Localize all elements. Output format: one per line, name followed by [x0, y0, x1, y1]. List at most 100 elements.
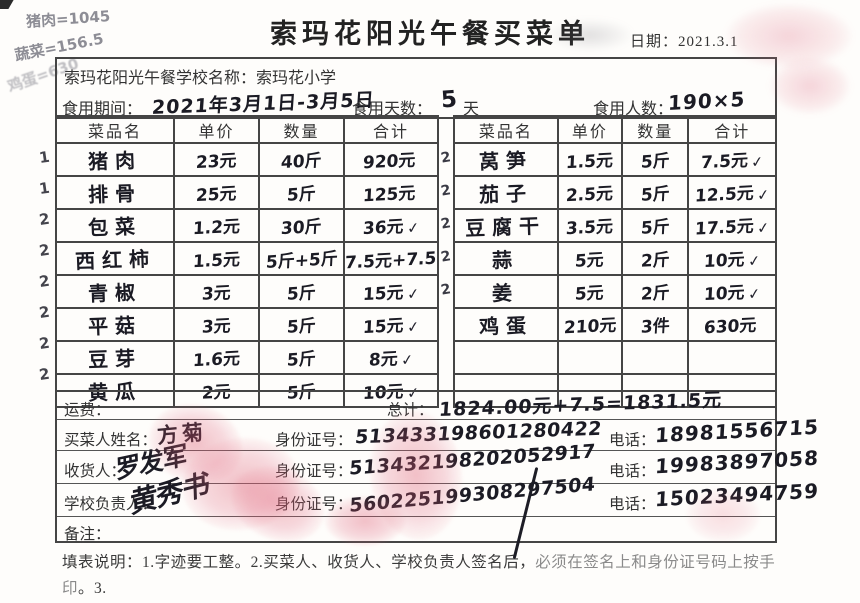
table-row: 2 姜 5元 2斤 10元 ✓ — [440, 274, 777, 309]
right-dish-table: 菜品名 单价 数量 合计 2 莴笋 1.5元 5斤 7.5元 ✓ 2 茄子 2.5元 … — [440, 115, 777, 408]
dish-price: 1.6元 — [192, 348, 241, 372]
dish-price: 210元 — [562, 315, 617, 339]
dish-qty: 3件 — [640, 316, 671, 338]
margin-mark: 1 — [37, 147, 51, 167]
receiver-label: 收货人： — [64, 463, 127, 480]
margin-mark: 1 — [37, 178, 51, 198]
dish-qty: 5斤+5斤 — [264, 249, 338, 273]
dish-price: 25元 — [195, 183, 238, 207]
table-row: 青椒 3元 5斤 15元 ✓ — [55, 274, 439, 309]
freight-label: 运费： — [64, 402, 111, 419]
dish-price: 3.5元 — [565, 216, 614, 240]
dish-total: 10元 — [703, 249, 746, 273]
dish-qty: 5斤 — [286, 349, 317, 371]
dish-name: 排骨 — [87, 181, 143, 207]
left-dish-table: 菜品名 单价 数量 合计 猪肉 23元 40斤 920元 排骨 25元 5斤 1… — [55, 115, 439, 408]
dish-total: 630元 — [703, 315, 758, 339]
col-total: 合计 — [343, 115, 439, 144]
people-label: 食用人数： — [593, 101, 674, 118]
dish-qty: 5斤 — [286, 316, 317, 338]
table-row: 鸡蛋 210元 3件 630元 — [453, 307, 777, 342]
dish-qty: 5斤 — [640, 217, 671, 239]
fill-instructions: 填表说明：1.字迹要工整。2.买菜人、收货人、学校负责人签名后，必须在签名上和身… — [62, 550, 802, 603]
dish-price: 23元 — [195, 150, 238, 174]
dish-name: 茄子 — [478, 181, 534, 207]
principal-id-label: 身份证号： — [275, 496, 353, 513]
dish-name: 青椒 — [87, 280, 143, 306]
dish-qty: 5斤 — [640, 151, 671, 173]
margin-mark: 2 — [439, 248, 453, 266]
left-margin-marks: 1 1 2 2 2 2 2 2 — [37, 147, 54, 396]
dish-name: 豆腐干 — [464, 213, 547, 241]
dish-qty: 5斤 — [286, 184, 317, 206]
dish-qty: 5斤 — [640, 184, 671, 206]
date-line: 日期：2021.3.1 — [630, 30, 739, 51]
margin-mark: 2 — [37, 209, 51, 229]
receiver-phone-label: 电话： — [609, 463, 656, 480]
dish-total: 15元 — [362, 282, 404, 306]
principal-label: 学校负责人： — [64, 496, 158, 513]
buyer-id-label: 身份证号： — [275, 432, 353, 449]
dish-price: 2.5元 — [565, 183, 614, 207]
margin-mark: 2 — [37, 333, 51, 353]
principal-phone-handwritten: 15023494759 — [654, 478, 820, 512]
instructions-line1: 填表说明：1.字迹要工整。2.买菜人、收货人、学校负责人签名后，必须在签名上和身… — [62, 550, 802, 602]
school-name-row: 索玛花阳光午餐学校名称：索玛花小学 — [57, 59, 775, 88]
principal-phone-label: 电话： — [609, 496, 656, 513]
table-header-row: 菜品名 单价 数量 合计 — [453, 115, 777, 144]
table-row-empty — [453, 340, 777, 375]
col-dish-name: 菜品名 — [55, 115, 175, 144]
col-quantity: 数量 — [621, 115, 690, 144]
margin-mark: 2 — [439, 182, 453, 200]
school-name-value: 索玛花小学 — [256, 70, 337, 87]
col-total: 合计 — [687, 115, 777, 144]
dish-total: 12.5元 — [694, 183, 755, 207]
dish-name: 包菜 — [87, 214, 143, 240]
notes-row: 备注： — [57, 516, 775, 543]
receiver-row: 收货人： 罗发军 身份证号： 513432198202052917 电话： 19… — [57, 440, 820, 485]
table-row: 西红柿 1.5元 5斤+5斤 7.5元+7.5 — [55, 241, 439, 276]
table-row: 平菇 3元 5斤 15元 ✓ — [55, 307, 439, 342]
scan-artifact-corner — [0, 0, 14, 9]
instructions-text-faded: 必须在签名上和身份证号码上按手印 — [62, 554, 776, 597]
checkmark: ✓ — [750, 152, 765, 172]
table-header-row: 菜品名 单价 数量 合计 — [55, 115, 439, 144]
dish-price: 3元 — [201, 316, 232, 338]
dish-qty: 2斤 — [640, 250, 671, 272]
dish-total: 36元 — [362, 216, 404, 240]
receiver-id-label: 身份证号： — [275, 463, 353, 480]
col-unit-price: 单价 — [556, 115, 624, 144]
form-title: 索玛花阳光午餐买菜单 — [270, 19, 590, 49]
margin-mark: 2 — [439, 281, 453, 299]
checkmark: ✓ — [399, 350, 415, 370]
margin-mark: 2 — [37, 302, 51, 322]
checkmark: ✓ — [405, 284, 421, 304]
freight-total-row: 运费： 总计： 1824.00元+7.5=1831.5元 — [57, 389, 775, 421]
buyer-phone-label: 电话： — [609, 432, 656, 449]
dish-name: 鸡蛋 — [478, 313, 534, 339]
dish-name: 豆芽 — [87, 346, 143, 372]
dish-total: 125元 — [362, 183, 417, 207]
buyer-phone-handwritten: 18981556715 — [654, 414, 820, 448]
grand-total-label: 总计： — [387, 402, 434, 419]
school-name-text: 索玛花阳光午餐学校名称：索玛花小学 — [64, 64, 336, 88]
ink-bleed-through — [770, 58, 850, 114]
form-box: 索玛花阳光午餐学校名称：索玛花小学 食用期间： 2021年3月1日-3月5日 食… — [55, 57, 820, 543]
margin-mark: 2 — [37, 240, 51, 260]
days-label: 食用天数： — [352, 101, 433, 118]
table-row: 猪肉 23元 40斤 920元 — [55, 142, 439, 177]
grand-total-value-handwritten: 1824.00元+7.5=1831.5元 — [438, 389, 723, 421]
table-row: 2 蒜 5元 2斤 10元 ✓ — [440, 241, 777, 276]
checkmark: ✓ — [746, 251, 762, 271]
dish-name: 西红柿 — [74, 246, 156, 274]
dish-total: 7.5元+7.5 — [344, 248, 437, 274]
col-unit-price: 单价 — [173, 115, 260, 144]
checkmark: ✓ — [755, 185, 771, 205]
buyer-label: 买菜人姓名： — [64, 432, 158, 449]
buyer-row: 买菜人姓名： 方菊 身份证号： 513433198601280422 电话： 1… — [57, 415, 820, 450]
dish-qty: 30斤 — [280, 216, 323, 240]
dish-name: 莴笋 — [478, 148, 534, 174]
dish-price: 1.5元 — [192, 249, 241, 273]
checkmark: ✓ — [405, 317, 421, 337]
